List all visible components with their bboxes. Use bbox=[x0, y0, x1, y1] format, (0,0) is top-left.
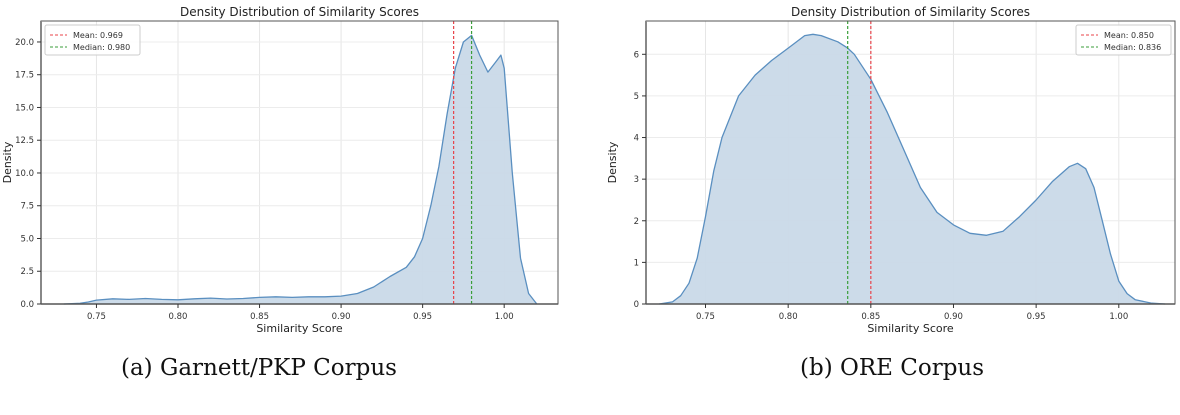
y-tick-label: 5 bbox=[634, 92, 639, 102]
legend-mean-label: Mean: 0.969 bbox=[73, 31, 123, 40]
y-tick-label: 0 bbox=[634, 300, 639, 310]
x-tick-label: 0.85 bbox=[861, 312, 880, 322]
x-tick-label: 0.80 bbox=[169, 312, 188, 322]
caption-b: (b) ORE Corpus bbox=[800, 355, 985, 381]
legend-median-label: Median: 0.980 bbox=[73, 43, 130, 52]
legend-median-label: Median: 0.836 bbox=[1104, 43, 1161, 52]
y-tick-label: 1 bbox=[634, 258, 639, 268]
y-tick-label: 17.5 bbox=[15, 71, 34, 81]
legend-box bbox=[44, 24, 141, 56]
chart-title: Density Distribution of Similarity Score… bbox=[791, 5, 1030, 19]
chart-panel-b: 0.75 0.80 0.85 0.90 0.95 1.00 0 1 2 3 4 5 6 Density D… bbox=[590, 0, 1180, 340]
density-chart-b: 0.75 0.80 0.85 0.90 0.95 1.00 0 1 2 3 4 5 6 Density D… bbox=[606, 5, 1176, 335]
x-tick-label: 0.90 bbox=[944, 312, 963, 322]
y-axis-label: Density bbox=[1, 141, 14, 183]
y-tick-label: 3 bbox=[634, 175, 639, 185]
density-chart-a: 0.75 0.80 0.85 0.90 0.95 1.00 0.0 2.5 5.0 7.5 10.0… bbox=[1, 5, 559, 335]
y-tick-label: 5.0 bbox=[20, 234, 34, 244]
caption-a: (a) Garnett/PKP Corpus bbox=[121, 355, 397, 381]
y-tick-label: 6 bbox=[634, 50, 639, 60]
legend: Mean: 0.850 Median: 0.836 bbox=[1075, 24, 1172, 56]
chart-panel-a: 0.75 0.80 0.85 0.90 0.95 1.00 0.0 2.5 5.0 7.5 10.0… bbox=[0, 0, 590, 340]
x-axis-label: Similarity Score bbox=[256, 322, 343, 335]
density-line bbox=[659, 33, 1166, 305]
chart-title: Density Distribution of Similarity Score… bbox=[180, 5, 419, 19]
y-axis-label: Density bbox=[606, 141, 619, 183]
x-tick-label: 0.75 bbox=[87, 312, 106, 322]
y-tick-label: 12.5 bbox=[15, 136, 34, 146]
y-tick-label: 4 bbox=[634, 134, 639, 144]
x-tick-label: 1.00 bbox=[1109, 312, 1128, 322]
legend: Mean: 0.969 Median: 0.980 bbox=[44, 24, 141, 56]
y-tick-label: 2 bbox=[634, 217, 639, 227]
x-tick-label: 0.95 bbox=[1027, 312, 1046, 322]
x-tick-label: 0.85 bbox=[250, 312, 269, 322]
density-fill bbox=[63, 35, 537, 305]
y-tick-label: 20.0 bbox=[15, 38, 34, 48]
x-tick-label: 0.90 bbox=[332, 312, 351, 322]
y-tick-label: 15.0 bbox=[15, 103, 34, 113]
legend-mean-label: Mean: 0.850 bbox=[1104, 31, 1154, 40]
x-tick-label: 0.95 bbox=[413, 312, 432, 322]
x-tick-label: 1.00 bbox=[495, 312, 514, 322]
x-tick-label: 0.75 bbox=[696, 312, 715, 322]
y-tick-label: 10.0 bbox=[15, 169, 34, 179]
legend-box bbox=[1075, 24, 1172, 56]
y-tick-label: 2.5 bbox=[20, 267, 34, 277]
y-tick-label: 7.5 bbox=[20, 202, 34, 212]
y-tick-label: 0.0 bbox=[20, 300, 34, 310]
x-tick-label: 0.80 bbox=[779, 312, 798, 322]
x-axis-label: Similarity Score bbox=[867, 322, 954, 335]
density-line bbox=[63, 34, 538, 305]
